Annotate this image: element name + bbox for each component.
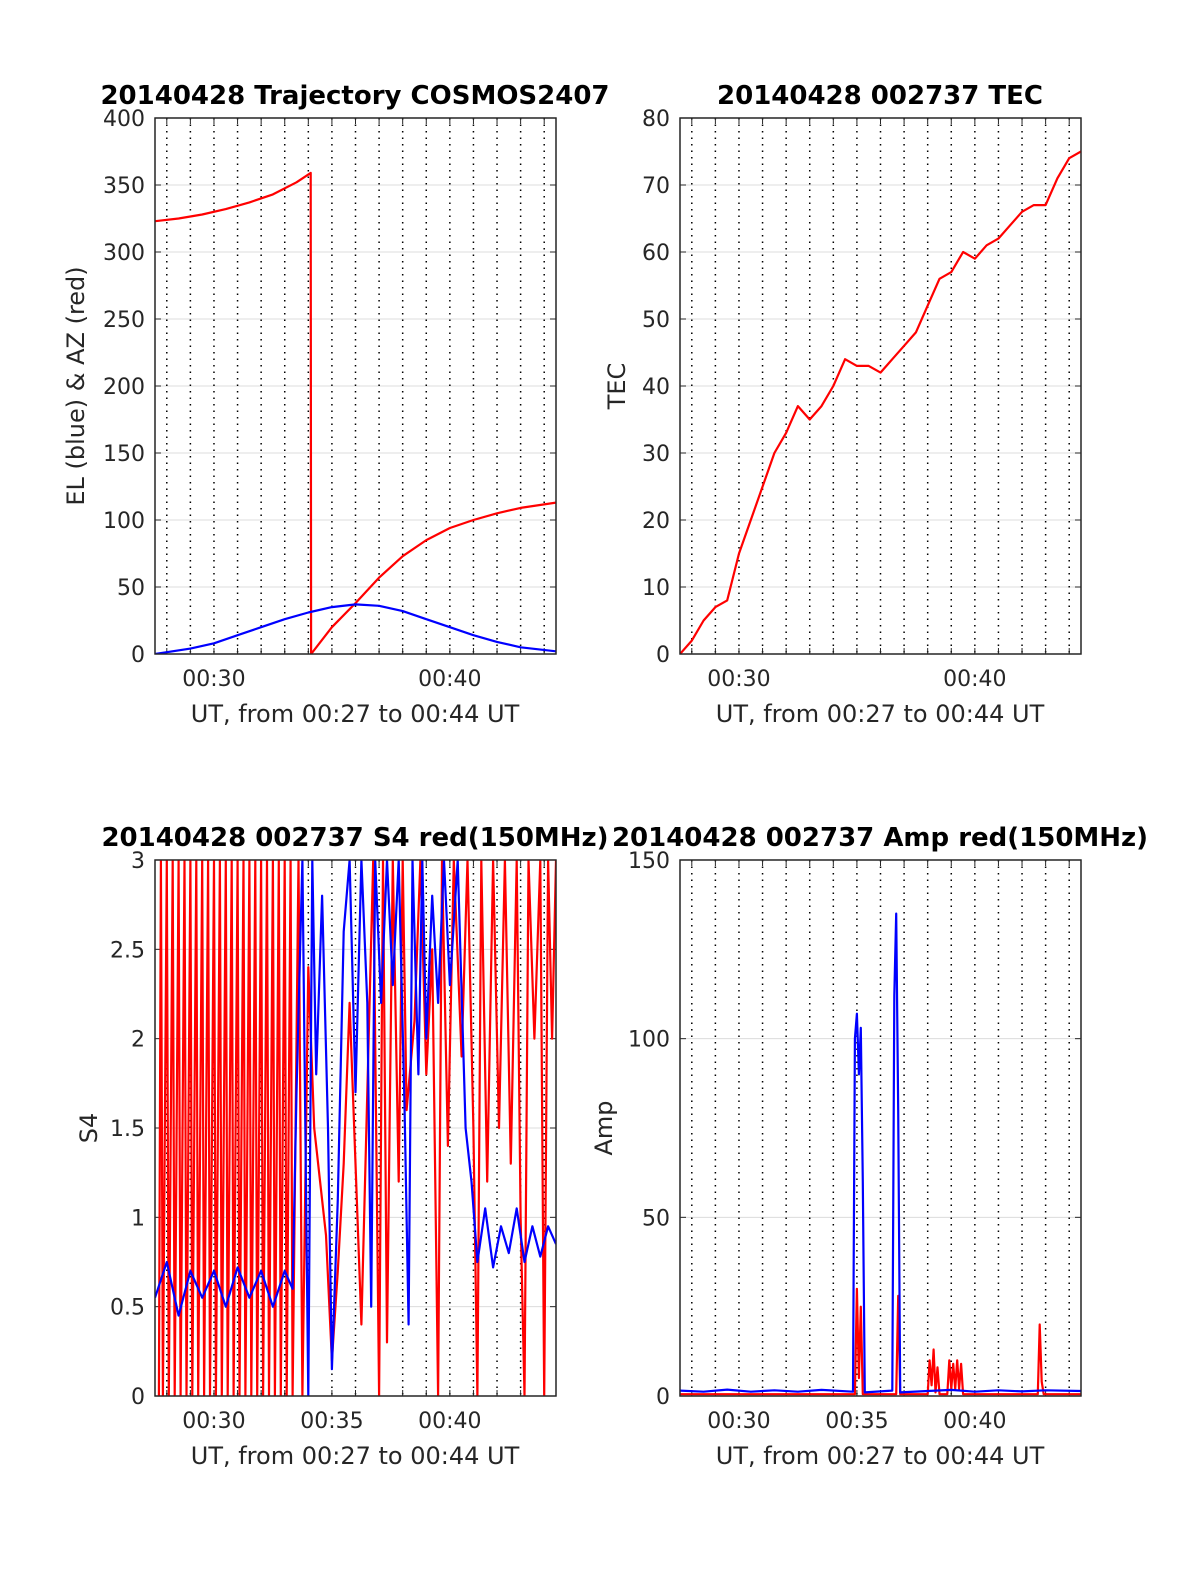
y-tick-label: 0 xyxy=(131,643,145,668)
y-tick-label: 50 xyxy=(117,576,145,601)
y-tick-label: 100 xyxy=(628,1028,670,1053)
x-tick-label: 00:35 xyxy=(825,1409,888,1434)
y-tick-label: 60 xyxy=(642,241,670,266)
panel-s4: 0 0.5 1 1.5 2 2.5 3 00:30 00:35 00:40 20140428 00… xyxy=(75,823,609,1470)
x-axis-label: UT, from 00:27 to 00:44 UT xyxy=(716,1442,1045,1470)
y-tick-label: 40 xyxy=(642,375,670,400)
y-tick-label: 0.5 xyxy=(110,1296,145,1321)
tick-labels: 0 10 20 30 40 50 60 70 80 00:30 00:40 xyxy=(642,107,1007,692)
y-tick-label: 80 xyxy=(642,107,670,132)
y-tick-label: 300 xyxy=(103,241,145,266)
y-tick-label: 350 xyxy=(103,174,145,199)
x-axis-label: UT, from 00:27 to 00:44 UT xyxy=(191,700,520,728)
x-tick-label: 00:40 xyxy=(418,667,481,692)
y-tick-label: 50 xyxy=(642,308,670,333)
grid xyxy=(155,117,556,655)
x-tick-label: 00:30 xyxy=(707,1409,770,1434)
series-line-red xyxy=(155,171,556,654)
plot-border xyxy=(154,859,557,1397)
x-tick-label: 00:30 xyxy=(707,667,770,692)
y-tick-label: 0 xyxy=(656,1385,670,1410)
y-tick-label: 0 xyxy=(131,1385,145,1410)
y-tick-label: 150 xyxy=(103,442,145,467)
y-tick-label: 2 xyxy=(131,1028,145,1053)
plot-border xyxy=(154,117,557,655)
tick-labels: 0 50 100 150 00:30 00:35 00:40 xyxy=(628,849,1007,1434)
x-tick-label: 00:40 xyxy=(943,1409,1006,1434)
y-tick-label: 250 xyxy=(103,308,145,333)
y-axis-label: Amp xyxy=(590,1100,618,1155)
x-axis-label: UT, from 00:27 to 00:44 UT xyxy=(191,1442,520,1470)
series-line-blue xyxy=(680,912,1081,1394)
tick-labels: 0 50 100 150 200 250 300 350 400 00:30 00:40 xyxy=(103,107,482,692)
panel-amp: 0 50 100 150 00:30 00:35 00:40 20140428 002737… xyxy=(590,823,1148,1470)
x-tick-label: 00:40 xyxy=(943,667,1006,692)
x-tick-label: 00:30 xyxy=(182,1409,245,1434)
y-tick-label: 3 xyxy=(131,849,145,874)
series-line-blue xyxy=(155,603,556,654)
chart-title: 20140428 002737 TEC xyxy=(717,81,1043,111)
y-tick-label: 1.5 xyxy=(110,1117,145,1142)
x-tick-label: 00:40 xyxy=(418,1409,481,1434)
y-tick-label: 50 xyxy=(642,1206,670,1231)
plot-border xyxy=(679,117,1082,655)
y-tick-label: 70 xyxy=(642,174,670,199)
y-tick-label: 100 xyxy=(103,509,145,534)
data-series xyxy=(155,171,556,654)
chart-title: 20140428 Trajectory COSMOS2407 xyxy=(100,81,609,111)
y-tick-label: 1 xyxy=(131,1206,145,1231)
y-tick-label: 150 xyxy=(628,849,670,874)
series-line-blue xyxy=(155,860,556,1396)
series-line-red xyxy=(157,860,556,1396)
data-series xyxy=(680,150,1081,654)
grid xyxy=(680,117,1081,655)
data-series xyxy=(155,860,556,1396)
panel-trajectory: 0 50 100 150 200 250 300 350 400 00:30 00:40 20140… xyxy=(62,81,610,728)
y-tick-label: 20 xyxy=(642,509,670,534)
chart-title: 20140428 002737 S4 red(150MHz) xyxy=(101,823,608,853)
y-axis-label: S4 xyxy=(75,1113,103,1144)
data-series xyxy=(680,912,1081,1396)
y-tick-label: 200 xyxy=(103,375,145,400)
x-tick-label: 00:30 xyxy=(182,667,245,692)
y-tick-label: 10 xyxy=(642,576,670,601)
tick-labels: 0 0.5 1 1.5 2 2.5 3 00:30 00:35 00:40 xyxy=(110,849,482,1434)
y-tick-label: 0 xyxy=(656,643,670,668)
y-axis-label: TEC xyxy=(603,363,631,411)
y-tick-label: 2.5 xyxy=(110,938,145,963)
series-line-red xyxy=(680,1287,1081,1396)
panel-tec: 0 10 20 30 40 50 60 70 80 00:30 00:40 20140428 002… xyxy=(603,81,1082,728)
grid xyxy=(680,859,1081,1397)
y-tick-label: 400 xyxy=(103,107,145,132)
x-axis-label: UT, from 00:27 to 00:44 UT xyxy=(716,700,1045,728)
x-tick-label: 00:35 xyxy=(300,1409,363,1434)
chart-title: 20140428 002737 Amp red(150MHz) xyxy=(612,823,1148,853)
series-line-red xyxy=(680,150,1081,654)
y-tick-label: 30 xyxy=(642,442,670,467)
y-axis-label: EL (blue) & AZ (red) xyxy=(62,266,90,505)
plot-border xyxy=(679,859,1082,1397)
